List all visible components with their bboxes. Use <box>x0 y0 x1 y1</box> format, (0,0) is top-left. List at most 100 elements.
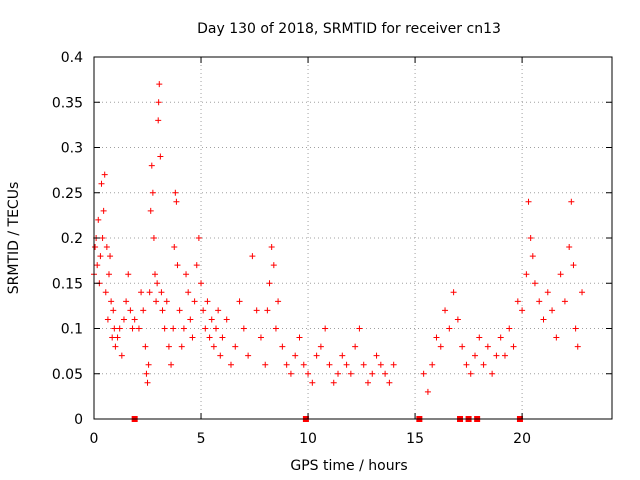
data-point <box>268 244 275 251</box>
data-point <box>173 198 180 205</box>
data-point <box>180 325 187 332</box>
data-point <box>191 298 198 305</box>
data-point <box>149 189 156 196</box>
data-point <box>146 289 153 296</box>
data-point <box>360 361 367 368</box>
data-point <box>183 271 190 278</box>
data-point <box>95 216 102 223</box>
data-point <box>204 298 211 305</box>
data-point <box>215 307 222 314</box>
data-point <box>529 253 536 260</box>
data-point <box>210 343 217 350</box>
data-point <box>163 298 170 305</box>
data-point <box>574 343 581 350</box>
data-point <box>253 307 260 314</box>
data-point <box>150 235 157 241</box>
data-point <box>572 325 579 332</box>
data-point <box>283 361 290 368</box>
data-point <box>101 171 108 178</box>
data-point <box>484 343 491 350</box>
data-point <box>275 298 282 305</box>
data-point <box>155 99 162 106</box>
data-point <box>339 352 346 359</box>
y-tick-label: 0.15 <box>52 276 83 292</box>
data-point <box>129 325 136 332</box>
data-point <box>227 361 234 368</box>
data-point <box>193 262 200 269</box>
y-tick-label: 0.1 <box>61 322 83 338</box>
data-point <box>377 361 384 368</box>
data-point <box>540 316 547 323</box>
data-point <box>322 325 329 332</box>
data-point <box>264 307 271 314</box>
data-point <box>153 298 160 305</box>
data-point <box>463 361 470 368</box>
x-tick-label: 5 <box>197 431 206 447</box>
data-point <box>364 379 371 386</box>
data-point <box>519 307 526 314</box>
data-point <box>223 316 230 323</box>
data-point <box>159 307 166 314</box>
data-point <box>249 253 256 260</box>
scatter-points <box>91 81 586 395</box>
data-point <box>544 289 551 296</box>
data-point <box>510 343 517 350</box>
data-point <box>131 316 138 323</box>
data-point <box>240 325 247 332</box>
data-point <box>144 379 151 386</box>
data-point <box>390 361 397 368</box>
data-point <box>356 325 363 332</box>
data-point <box>98 180 105 187</box>
data-point <box>266 280 273 287</box>
data-point <box>152 271 159 278</box>
data-point <box>125 271 132 278</box>
data-point <box>157 153 164 160</box>
data-point <box>292 352 299 359</box>
data-point <box>118 352 125 359</box>
data-point <box>114 334 121 341</box>
data-point <box>107 253 114 260</box>
data-point <box>579 289 586 296</box>
y-tick-label: 0.05 <box>52 367 83 383</box>
data-point <box>549 307 556 314</box>
data-point <box>105 271 112 278</box>
y-tick-label: 0.35 <box>52 95 83 111</box>
data-point <box>202 325 209 332</box>
data-point <box>142 343 149 350</box>
data-point <box>566 244 573 251</box>
data-point <box>123 298 130 305</box>
data-point <box>219 334 226 341</box>
data-point <box>257 334 264 341</box>
data-point <box>172 189 179 196</box>
data-point <box>185 289 192 296</box>
data-point <box>104 316 111 323</box>
data-point <box>200 307 207 314</box>
data-point <box>437 343 444 350</box>
data-point <box>335 370 342 377</box>
data-point <box>170 325 177 332</box>
data-point <box>99 235 106 241</box>
data-point <box>561 298 568 305</box>
data-point <box>493 352 500 359</box>
data-point <box>217 352 224 359</box>
data-point <box>108 298 115 305</box>
x-tick-label: 10 <box>299 431 317 447</box>
data-point <box>326 361 333 368</box>
y-tick-label: 0.2 <box>61 231 83 247</box>
data-point <box>330 379 337 386</box>
data-point <box>189 334 196 341</box>
data-point <box>373 352 380 359</box>
data-point <box>352 343 359 350</box>
y-axis-label: SRMTID / TECUs <box>6 182 22 295</box>
data-point <box>213 325 220 332</box>
data-point <box>424 388 431 395</box>
data-point <box>459 343 466 350</box>
data-point <box>161 325 168 332</box>
x-tick-label: 0 <box>90 431 99 447</box>
data-point <box>110 307 117 314</box>
data-point <box>176 307 183 314</box>
data-point <box>287 370 294 377</box>
data-point <box>536 298 543 305</box>
data-point <box>154 280 161 287</box>
data-point <box>270 262 277 269</box>
